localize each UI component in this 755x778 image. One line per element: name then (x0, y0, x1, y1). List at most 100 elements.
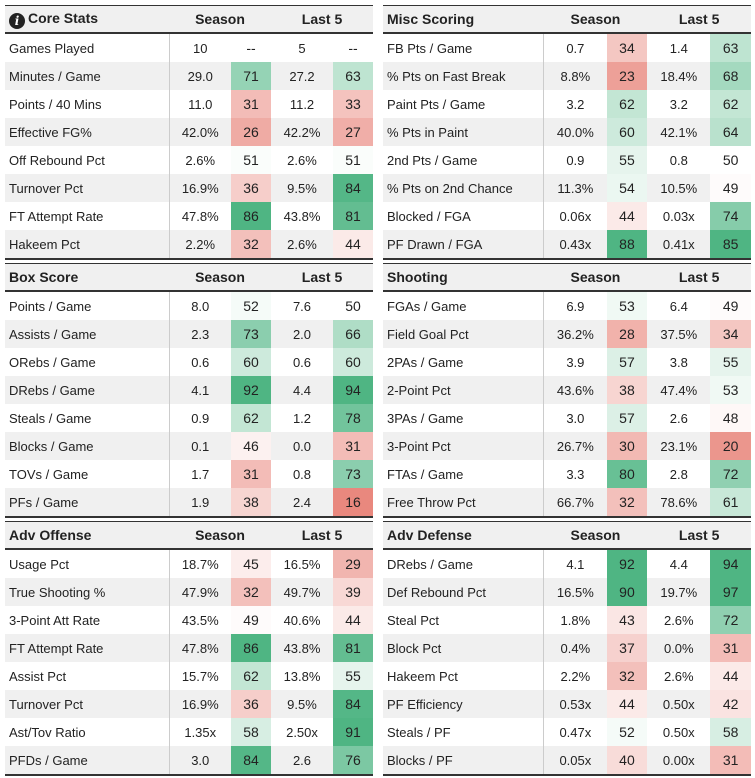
table-row: TOVs / Game 1.7 31 0.8 73 (5, 460, 373, 488)
last5-percentile: 63 (710, 33, 751, 62)
table-row: Def Rebound Pct 16.5% 90 19.7% 97 (383, 578, 751, 606)
stat-label: Hakeem Pct (5, 230, 170, 260)
last5-value: 0.50x (662, 724, 695, 740)
table-row: Points / 40 Mins 11.0 31 11.2 33 (5, 90, 373, 118)
last5-value: 0.50x (647, 690, 711, 718)
last5-value: 2.8 (669, 466, 688, 482)
season-value: 3.0 (566, 410, 585, 426)
table-row: PF Drawn / FGA 0.43x 88 0.41x 85 (383, 230, 751, 260)
season-header: Season (169, 5, 271, 34)
last5-percentile: 31 (710, 634, 751, 662)
panel-title: Adv Offense (5, 521, 169, 550)
last5-percentile: -- (348, 40, 358, 56)
season-value: 2.2% (169, 230, 231, 260)
table-row: Block Pct 0.4% 37 0.0% 31 (383, 634, 751, 662)
last5-percentile: 94 (710, 549, 751, 578)
table-row: Blocks / PF 0.05x 40 0.00x 31 (383, 746, 751, 776)
table-row: PF Efficiency 0.53x 44 0.50x 42 (383, 690, 751, 718)
season-value: 0.06x (559, 208, 592, 224)
last5-value: 27.2 (271, 62, 333, 90)
last5-value: 40.6% (283, 612, 321, 628)
season-value: 15.7% (181, 668, 219, 684)
season-percentile: 88 (606, 230, 648, 260)
table-row: % Pts in Paint 40.0% 60 42.1% 64 (383, 118, 751, 146)
season-percentile: 26 (231, 118, 271, 146)
season-percentile: 57 (606, 348, 648, 376)
info-icon[interactable]: i (9, 12, 25, 29)
stat-label: FGAs / Game (383, 291, 545, 320)
season-value: 1.35x (184, 724, 217, 740)
season-percentile: 38 (606, 376, 648, 404)
season-percentile: 36 (231, 174, 271, 202)
season-value: 0.43x (543, 230, 607, 260)
last5-header: Last 5 (271, 263, 373, 292)
last5-percentile: 44 (710, 662, 751, 690)
season-value: 43.6% (543, 376, 607, 404)
panel-title: Shooting (383, 263, 544, 292)
season-value: 0.05x (543, 746, 607, 776)
season-percentile: 32 (231, 578, 271, 606)
season-value: 0.9 (191, 410, 210, 426)
season-value: 1.9 (169, 488, 231, 518)
last5-percentile: 74 (710, 202, 751, 230)
last5-value: 49.7% (271, 578, 333, 606)
stat-label: 2nd Pts / Game (383, 146, 545, 174)
season-value: 3.2 (566, 96, 585, 112)
season-value: 2.6% (185, 152, 216, 168)
last5-header: Last 5 (271, 521, 373, 550)
table-row: 2nd Pts / Game 0.9 55 0.8 50 (383, 146, 751, 174)
stat-label: Def Rebound Pct (383, 578, 545, 606)
last5-percentile: 72 (710, 460, 751, 488)
last5-value: 2.0 (271, 320, 333, 348)
last5-value: 2.6% (271, 230, 333, 260)
last5-percentile: 76 (333, 746, 373, 776)
last5-value: 11.2 (289, 96, 315, 112)
last5-value: 0.0% (647, 634, 711, 662)
last5-percentile: 16 (333, 488, 373, 518)
last5-value: 10.5% (647, 174, 711, 202)
last5-value: 19.7% (647, 578, 711, 606)
stat-label: 2-Point Pct (383, 376, 545, 404)
table-row: Blocks / Game 0.1 46 0.0 31 (5, 432, 373, 460)
table-row: Steal Pct 1.8% 43 2.6% 72 (383, 606, 751, 634)
stat-label: FT Attempt Rate (5, 202, 170, 230)
last5-value: 2.6% (287, 152, 317, 168)
season-value: 0.47x (559, 724, 592, 740)
last5-percentile: 44 (333, 606, 373, 634)
last5-value: 42.1% (647, 118, 711, 146)
last5-value: 37.5% (647, 320, 711, 348)
last5-value: 16.5% (283, 556, 321, 572)
stat-label: 3PAs / Game (383, 404, 545, 432)
table-row: Games Played 10 -- 5 -- (5, 33, 373, 62)
last5-percentile: 50 (710, 146, 751, 174)
table-header: Shooting Season Last 5 (383, 263, 751, 292)
last5-header: Last 5 (647, 5, 751, 34)
season-percentile: 28 (606, 320, 648, 348)
last5-header: Last 5 (647, 521, 751, 550)
stat-label: PF Drawn / FGA (383, 230, 545, 260)
table-row: PFs / Game 1.9 38 2.4 16 (5, 488, 373, 518)
last5-percentile: 72 (710, 606, 751, 634)
table-row: FB Pts / Game 0.7 34 1.4 63 (383, 33, 751, 62)
season-percentile: 38 (231, 488, 271, 518)
stat-label: FTAs / Game (383, 460, 545, 488)
table-row: FTAs / Game 3.3 80 2.8 72 (383, 460, 751, 488)
last5-value: 2.6 (271, 746, 333, 776)
season-percentile: 31 (231, 90, 271, 118)
table-row: PFDs / Game 3.0 84 2.6 76 (5, 746, 373, 776)
season-value: 3.9 (566, 354, 585, 370)
stat-label: Steal Pct (383, 606, 545, 634)
season-value: 42.0% (169, 118, 231, 146)
last5-percentile: 84 (333, 174, 373, 202)
last5-percentile: 53 (710, 376, 751, 404)
season-percentile: 40 (606, 746, 648, 776)
season-percentile: 92 (231, 376, 271, 404)
stat-label: True Shooting % (5, 578, 170, 606)
panel-adv-defense: Adv Defense Season Last 5 DRebs / Game 4.1 92… (383, 521, 751, 776)
season-value: 1.7 (191, 466, 210, 482)
stats-table: Misc Scoring Season Last 5 FB Pts / Game 0.7… (383, 5, 751, 260)
season-header: Season (543, 521, 648, 550)
stats-table: Box Score Season Last 5 Points / Game 8.0 52 7… (5, 263, 373, 518)
season-percentile: 86 (231, 634, 271, 662)
season-value: 11.0 (188, 96, 213, 112)
